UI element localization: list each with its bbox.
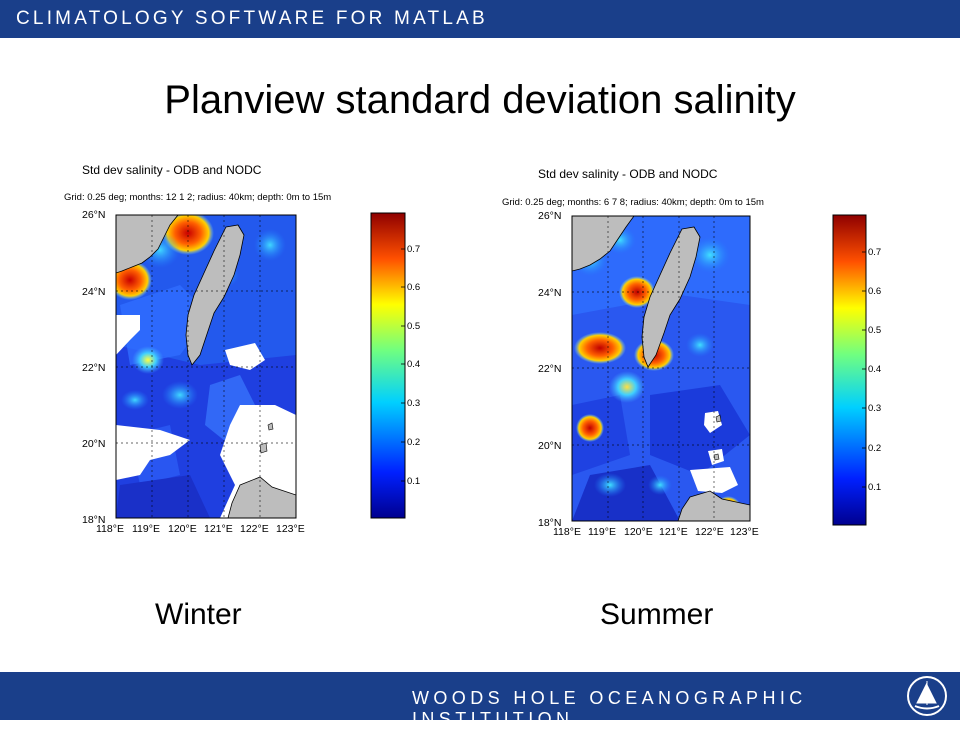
winter-lon-123: 123°E	[276, 523, 305, 535]
summer-colorbar-gradient	[832, 214, 867, 526]
winter-lon-121: 121°E	[204, 523, 233, 535]
winter-lat-ticks: 26°N 24°N 22°N 20°N 18°N	[82, 209, 105, 526]
whoi-logo-icon	[907, 676, 947, 716]
winter-lat-20: 20°N	[82, 438, 105, 450]
winter-lon-122: 122°E	[240, 523, 269, 535]
summer-cb-05: 0.5	[868, 325, 881, 336]
summer-figure: Std dev salinity - ODB and NODC Grid: 0.…	[502, 167, 881, 538]
winter-colorbar: 0.7 0.6 0.5 0.4 0.3 0.2 0.1	[370, 212, 420, 519]
winter-map-frame	[115, 214, 297, 519]
summer-map-frame	[571, 215, 751, 522]
winter-cb-03: 0.3	[407, 398, 420, 409]
winter-lon-120: 120°E	[168, 523, 197, 535]
winter-lon-118: 118°E	[96, 523, 124, 535]
summer-lon-123: 123°E	[730, 526, 759, 538]
summer-cb-01: 0.1	[868, 482, 881, 493]
summer-lat-18: 18°N	[538, 517, 561, 529]
header-bar: CLIMATOLOGY SOFTWARE FOR MATLAB	[0, 0, 960, 38]
summer-lat-26: 26°N	[538, 210, 561, 222]
winter-cb-06: 0.6	[407, 282, 420, 293]
summer-cb-07: 0.7	[868, 247, 881, 258]
winter-grid-info: Grid: 0.25 deg; months: 12 1 2; radius: …	[64, 192, 331, 203]
summer-lat-24: 24°N	[538, 287, 561, 299]
winter-label: Winter	[155, 598, 242, 631]
winter-lat-26: 26°N	[82, 209, 105, 221]
footer-bar: WOODS HOLE OCEANOGRAPHIC INSTITUTION	[0, 672, 960, 729]
winter-cb-05: 0.5	[407, 321, 420, 332]
summer-lat-22: 22°N	[538, 363, 561, 375]
summer-label: Summer	[600, 598, 714, 631]
summer-lon-118: 118°E	[553, 526, 581, 538]
winter-lon-ticks: 118°E 119°E 120°E 121°E 122°E 123°E	[96, 523, 305, 535]
winter-lat-22: 22°N	[82, 362, 105, 374]
summer-cb-06: 0.6	[868, 286, 881, 297]
winter-plot-title: Std dev salinity - ODB and NODC	[82, 163, 262, 177]
winter-cb-07: 0.7	[407, 244, 420, 255]
summer-lat-20: 20°N	[538, 440, 561, 452]
summer-lon-120: 120°E	[624, 526, 653, 538]
summer-lon-ticks: 118°E 119°E 120°E 121°E 122°E 123°E	[553, 526, 759, 538]
summer-cb-03: 0.3	[868, 403, 881, 414]
winter-map	[116, 215, 296, 518]
summer-lon-121: 121°E	[659, 526, 688, 538]
winter-cb-01: 0.1	[407, 476, 420, 487]
summer-plot-title: Std dev salinity - ODB and NODC	[538, 167, 718, 181]
summer-grid-info: Grid: 0.25 deg; months: 6 7 8; radius: 4…	[502, 197, 764, 208]
winter-lat-18: 18°N	[82, 514, 105, 526]
summer-colorbar: 0.7 0.6 0.5 0.4 0.3 0.2 0.1	[832, 214, 881, 526]
summer-map	[572, 216, 750, 521]
summer-lon-119: 119°E	[588, 526, 616, 538]
slide-title: Planview standard deviation salinity	[164, 78, 796, 122]
summer-cb-04: 0.4	[868, 364, 881, 375]
footer-institution: WOODS HOLE OCEANOGRAPHIC INSTITUTION	[412, 688, 807, 729]
header-title: CLIMATOLOGY SOFTWARE FOR MATLAB	[16, 8, 488, 29]
winter-figure: Std dev salinity - ODB and NODC Grid: 0.…	[64, 163, 420, 535]
winter-colorbar-gradient	[370, 212, 406, 519]
summer-lon-122: 122°E	[695, 526, 724, 538]
winter-cb-04: 0.4	[407, 359, 420, 370]
winter-cb-02: 0.2	[407, 437, 420, 448]
summer-cb-02: 0.2	[868, 443, 881, 454]
summer-lat-ticks: 26°N 24°N 22°N 20°N 18°N	[538, 210, 561, 529]
winter-lon-119: 119°E	[132, 523, 160, 535]
winter-lat-24: 24°N	[82, 286, 105, 298]
